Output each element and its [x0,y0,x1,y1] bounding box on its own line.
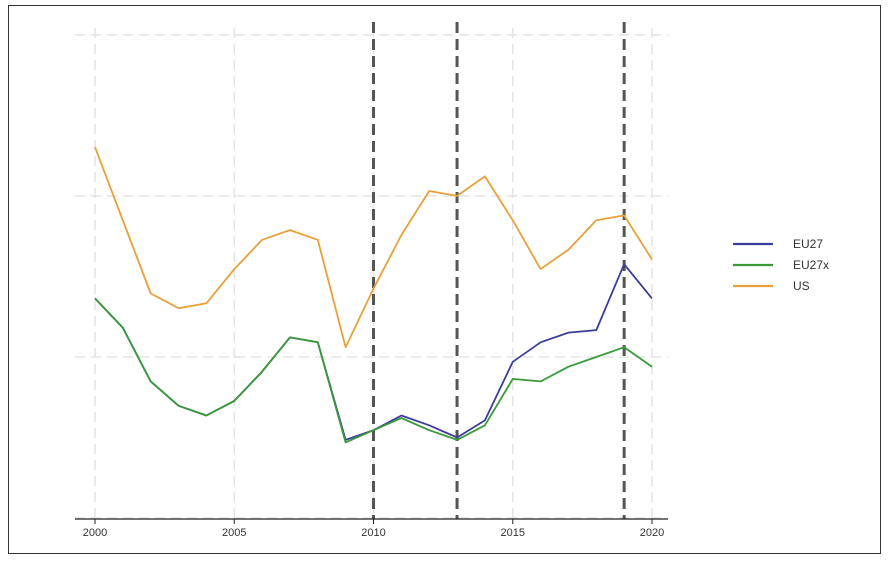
x-axis: 2000 2005 2010 2015 2020 [75,518,668,539]
dashed-reference-lines [372,22,626,519]
x-tick-label-2010: 2010 [361,527,385,539]
series-lines [94,146,653,444]
x-tick-label-2005: 2005 [222,527,246,539]
legend-label-eu27: EU27 [793,237,823,251]
chart-frame [8,5,881,554]
series-line-us [94,146,653,349]
x-tick-label-2000: 2000 [83,527,107,539]
grid-lines [75,28,668,519]
legend-label-eu27x: EU27x [793,258,829,272]
x-tick-label-2020: 2020 [640,527,664,539]
legend-label-us: US [793,279,810,293]
legend: EU27 EU27x US [733,237,829,293]
series-line-eu27x [94,297,653,444]
x-tick-label-2015: 2015 [501,527,525,539]
